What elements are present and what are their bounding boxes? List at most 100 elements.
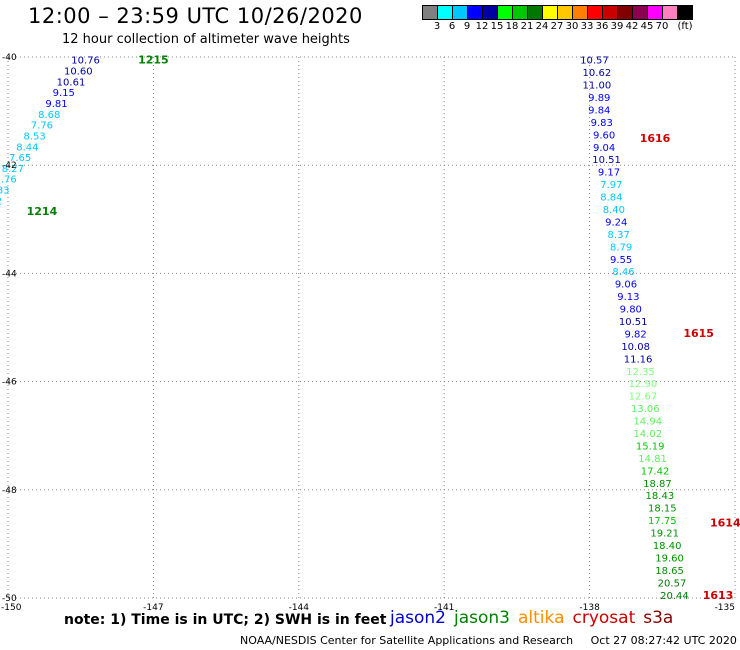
swh-value: 10.57 [580, 56, 609, 67]
units-note: note: 1) Time is in UTC; 2) SWH is in fe… [64, 612, 387, 628]
x-tick-label: -135 [715, 603, 735, 613]
swh-value: 15.19 [636, 441, 665, 452]
x-tick-label: -138 [579, 603, 600, 613]
swh-value: 8.68 [38, 110, 60, 121]
colorbar-label: 70 [655, 21, 669, 32]
y-tick-label: -40 [2, 53, 17, 63]
swh-value: 14.02 [633, 429, 662, 440]
satellite-legend: jason2 jason3 altika cryosat s3a [390, 608, 681, 628]
swh-value: 8.46 [612, 267, 634, 278]
swh-value: 18.43 [646, 491, 675, 502]
swh-value: 13.06 [631, 404, 660, 415]
footer: NOAA/NESDIS Center for Satellite Applica… [240, 634, 737, 647]
swh-value: 20.44 [660, 591, 689, 602]
swh-value: 19.21 [650, 529, 679, 540]
swh-value: 10.08 [621, 342, 650, 353]
swh-value: 8.79 [610, 242, 632, 253]
swh-value: 8.27 [2, 164, 24, 175]
footer-timestamp: Oct 27 08:27:42 UTC 2020 [590, 634, 737, 647]
swh-value: 7.83 [0, 186, 9, 197]
swh-value: 20.57 [658, 578, 687, 589]
swh-value: 9.13 [617, 292, 639, 303]
swh-value: 8.53 [24, 131, 46, 142]
swh-value: 9.55 [610, 255, 632, 266]
swh-value: 8.84 [600, 193, 622, 204]
swh-value: 18.40 [653, 541, 682, 552]
colorbar-label: 36 [595, 21, 609, 32]
swh-value: 12.90 [629, 379, 658, 390]
swh-value: 10.51 [592, 155, 621, 166]
swh-value: 10.76 [71, 56, 100, 67]
swh-value: 9.17 [598, 168, 620, 179]
swh-value: 11.00 [583, 81, 612, 92]
swh-value: 18.87 [643, 479, 672, 490]
swh-value: 9.80 [620, 305, 642, 316]
colorbar-legend [422, 5, 693, 20]
colorbar-label: 24 [535, 21, 549, 32]
swh-value: 18.65 [655, 566, 684, 577]
swh-value: 12.67 [629, 392, 658, 403]
swh-value: 9.84 [588, 105, 610, 116]
page-subtitle: 12 hour collection of altimeter wave hei… [62, 32, 350, 47]
y-tick-label: -46 [2, 378, 17, 388]
colorbar-label: 15 [490, 21, 504, 32]
swh-value: 10.51 [619, 317, 648, 328]
swh-value: 8.37 [608, 230, 630, 241]
colorbar-label: 27 [550, 21, 564, 32]
swh-value: 7.76 [0, 175, 17, 186]
track-time-label: 1615 [683, 327, 714, 340]
colorbar-label: 18 [505, 21, 519, 32]
track-time-label: 1614 [710, 516, 740, 529]
legend-jason2: jason2 [390, 608, 446, 628]
colorbar-label: 33 [580, 21, 594, 32]
legend-s3a: s3a [643, 608, 674, 628]
x-tick-label: -141 [434, 603, 454, 613]
swh-value: 9.81 [45, 99, 67, 110]
y-tick-label: -44 [2, 269, 17, 279]
colorbar-label: (ft) [677, 21, 693, 32]
swh-value: 7.76 [31, 121, 53, 132]
swh-value: 14.94 [633, 417, 662, 428]
colorbar-label: 21 [520, 21, 534, 32]
swh-value: 19.60 [655, 553, 684, 564]
colorbar-label: 30 [565, 21, 579, 32]
swh-value: 8.44 [16, 142, 38, 153]
swh-value: 7.65 [9, 153, 31, 164]
legend-cryosat: cryosat [572, 608, 636, 628]
swh-value: 12.35 [626, 367, 655, 378]
y-tick-label: -50 [2, 594, 17, 604]
x-tick-label: -150 [1, 603, 22, 613]
colorbar-label: 39 [610, 21, 624, 32]
swh-value: 8.40 [603, 205, 625, 216]
track-time-label: 1214 [27, 205, 58, 218]
page-title: 12:00 – 23:59 UTC 10/26/2020 [28, 4, 363, 28]
swh-value: 10.60 [64, 67, 93, 78]
swh-value: 9.15 [53, 88, 75, 99]
colorbar-label: 3 [433, 21, 441, 32]
swh-value: 7.97 [600, 180, 622, 191]
colorbar-label: 6 [448, 21, 456, 32]
swh-value: 18.15 [648, 504, 677, 515]
swh-value: 17.75 [648, 516, 677, 527]
colorbar-swatch [677, 5, 693, 20]
swh-value: 9.06 [615, 280, 637, 291]
footer-credit: NOAA/NESDIS Center for Satellite Applica… [240, 634, 574, 647]
track-time-label: 1613 [703, 589, 734, 602]
x-tick-label: -144 [289, 603, 310, 613]
swh-value: 9.60 [593, 130, 615, 141]
swh-value: 7.22 [0, 196, 2, 207]
swh-value: 10.62 [583, 68, 612, 79]
x-tick-label: -147 [143, 603, 163, 613]
swh-value: 14.81 [638, 454, 667, 465]
swh-value: 11.16 [624, 354, 653, 365]
track-time-label: 1215 [138, 54, 169, 67]
legend-jason3: jason3 [454, 608, 510, 628]
swh-value: 9.04 [593, 143, 615, 154]
swh-value: 9.89 [588, 93, 610, 104]
colorbar-label: 9 [463, 21, 471, 32]
swh-value: 17.42 [641, 466, 670, 477]
y-tick-label: -48 [2, 486, 17, 496]
track-time-label: 1616 [640, 132, 671, 145]
